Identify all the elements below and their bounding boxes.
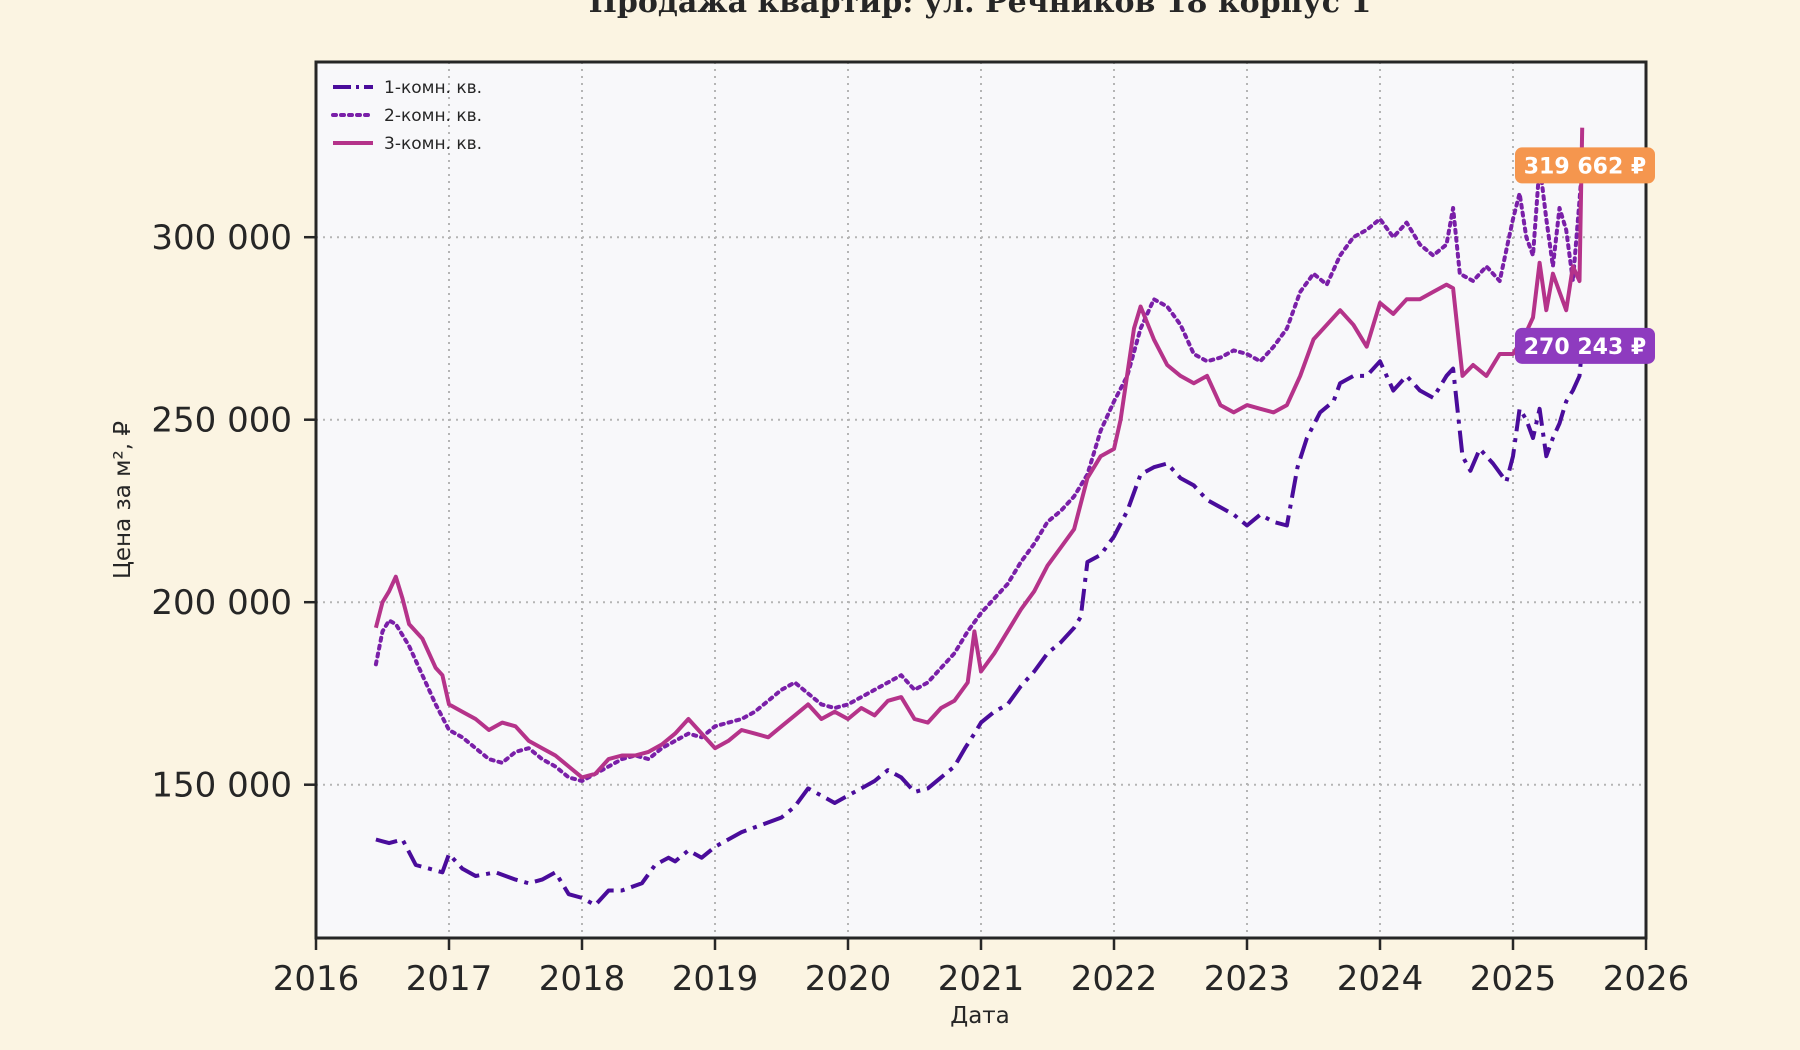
series-line-1 bbox=[375, 345, 1585, 908]
plot-area bbox=[316, 62, 1646, 938]
x-tick-label: 2020 bbox=[805, 959, 892, 999]
legend-entry: 1-комн. кв. bbox=[384, 78, 482, 98]
x-tick-label: 2017 bbox=[406, 959, 493, 999]
x-tick-label: 2019 bbox=[672, 959, 759, 999]
value-badge bbox=[1515, 327, 1655, 364]
series-layer bbox=[373, 127, 1585, 908]
x-tick-label: 2024 bbox=[1337, 959, 1424, 999]
axis-ticks: 2016 2017 2018 2019 2020 2021 2022 2023 2024 2025… bbox=[151, 218, 1689, 999]
legend-entry: 2-комн. кв. bbox=[384, 106, 482, 126]
x-tick-label: 2021 bbox=[938, 959, 1025, 999]
y-tick-label: 150 000 bbox=[151, 766, 292, 806]
x-tick-label: 2023 bbox=[1204, 959, 1291, 999]
value-badge-label: 319 662 ₽ bbox=[1524, 154, 1646, 179]
y-tick-label: 200 000 bbox=[151, 583, 292, 623]
y-tick-label: 300 000 bbox=[151, 218, 292, 258]
legend-entry: 3-комн. кв. bbox=[384, 134, 482, 154]
value-badge-label: 270 243 ₽ bbox=[1524, 335, 1646, 360]
x-tick-label: 2026 bbox=[1603, 959, 1690, 999]
x-tick-label: 2022 bbox=[1071, 959, 1158, 999]
y-axis-label: Цена за м², ₽ bbox=[110, 421, 136, 579]
chart-title: Продажа квартир: ул. Речников 18 корпус … bbox=[589, 0, 1372, 20]
series-line-2 bbox=[373, 162, 1585, 783]
x-tick-label: 2018 bbox=[539, 959, 626, 999]
value-badges: 319 662 ₽ 270 243 ₽ bbox=[1515, 147, 1655, 364]
x-axis-label: Дата bbox=[950, 1003, 1010, 1029]
series-line-3 bbox=[373, 127, 1585, 780]
grid bbox=[316, 62, 1646, 938]
x-tick-label: 2025 bbox=[1470, 959, 1557, 999]
value-badge bbox=[1515, 147, 1655, 184]
x-tick-label: 2016 bbox=[273, 959, 360, 999]
y-tick-label: 250 000 bbox=[151, 401, 292, 441]
legend: 1-комн. кв. 2-комн. кв. 3-комн. кв. bbox=[331, 78, 482, 154]
